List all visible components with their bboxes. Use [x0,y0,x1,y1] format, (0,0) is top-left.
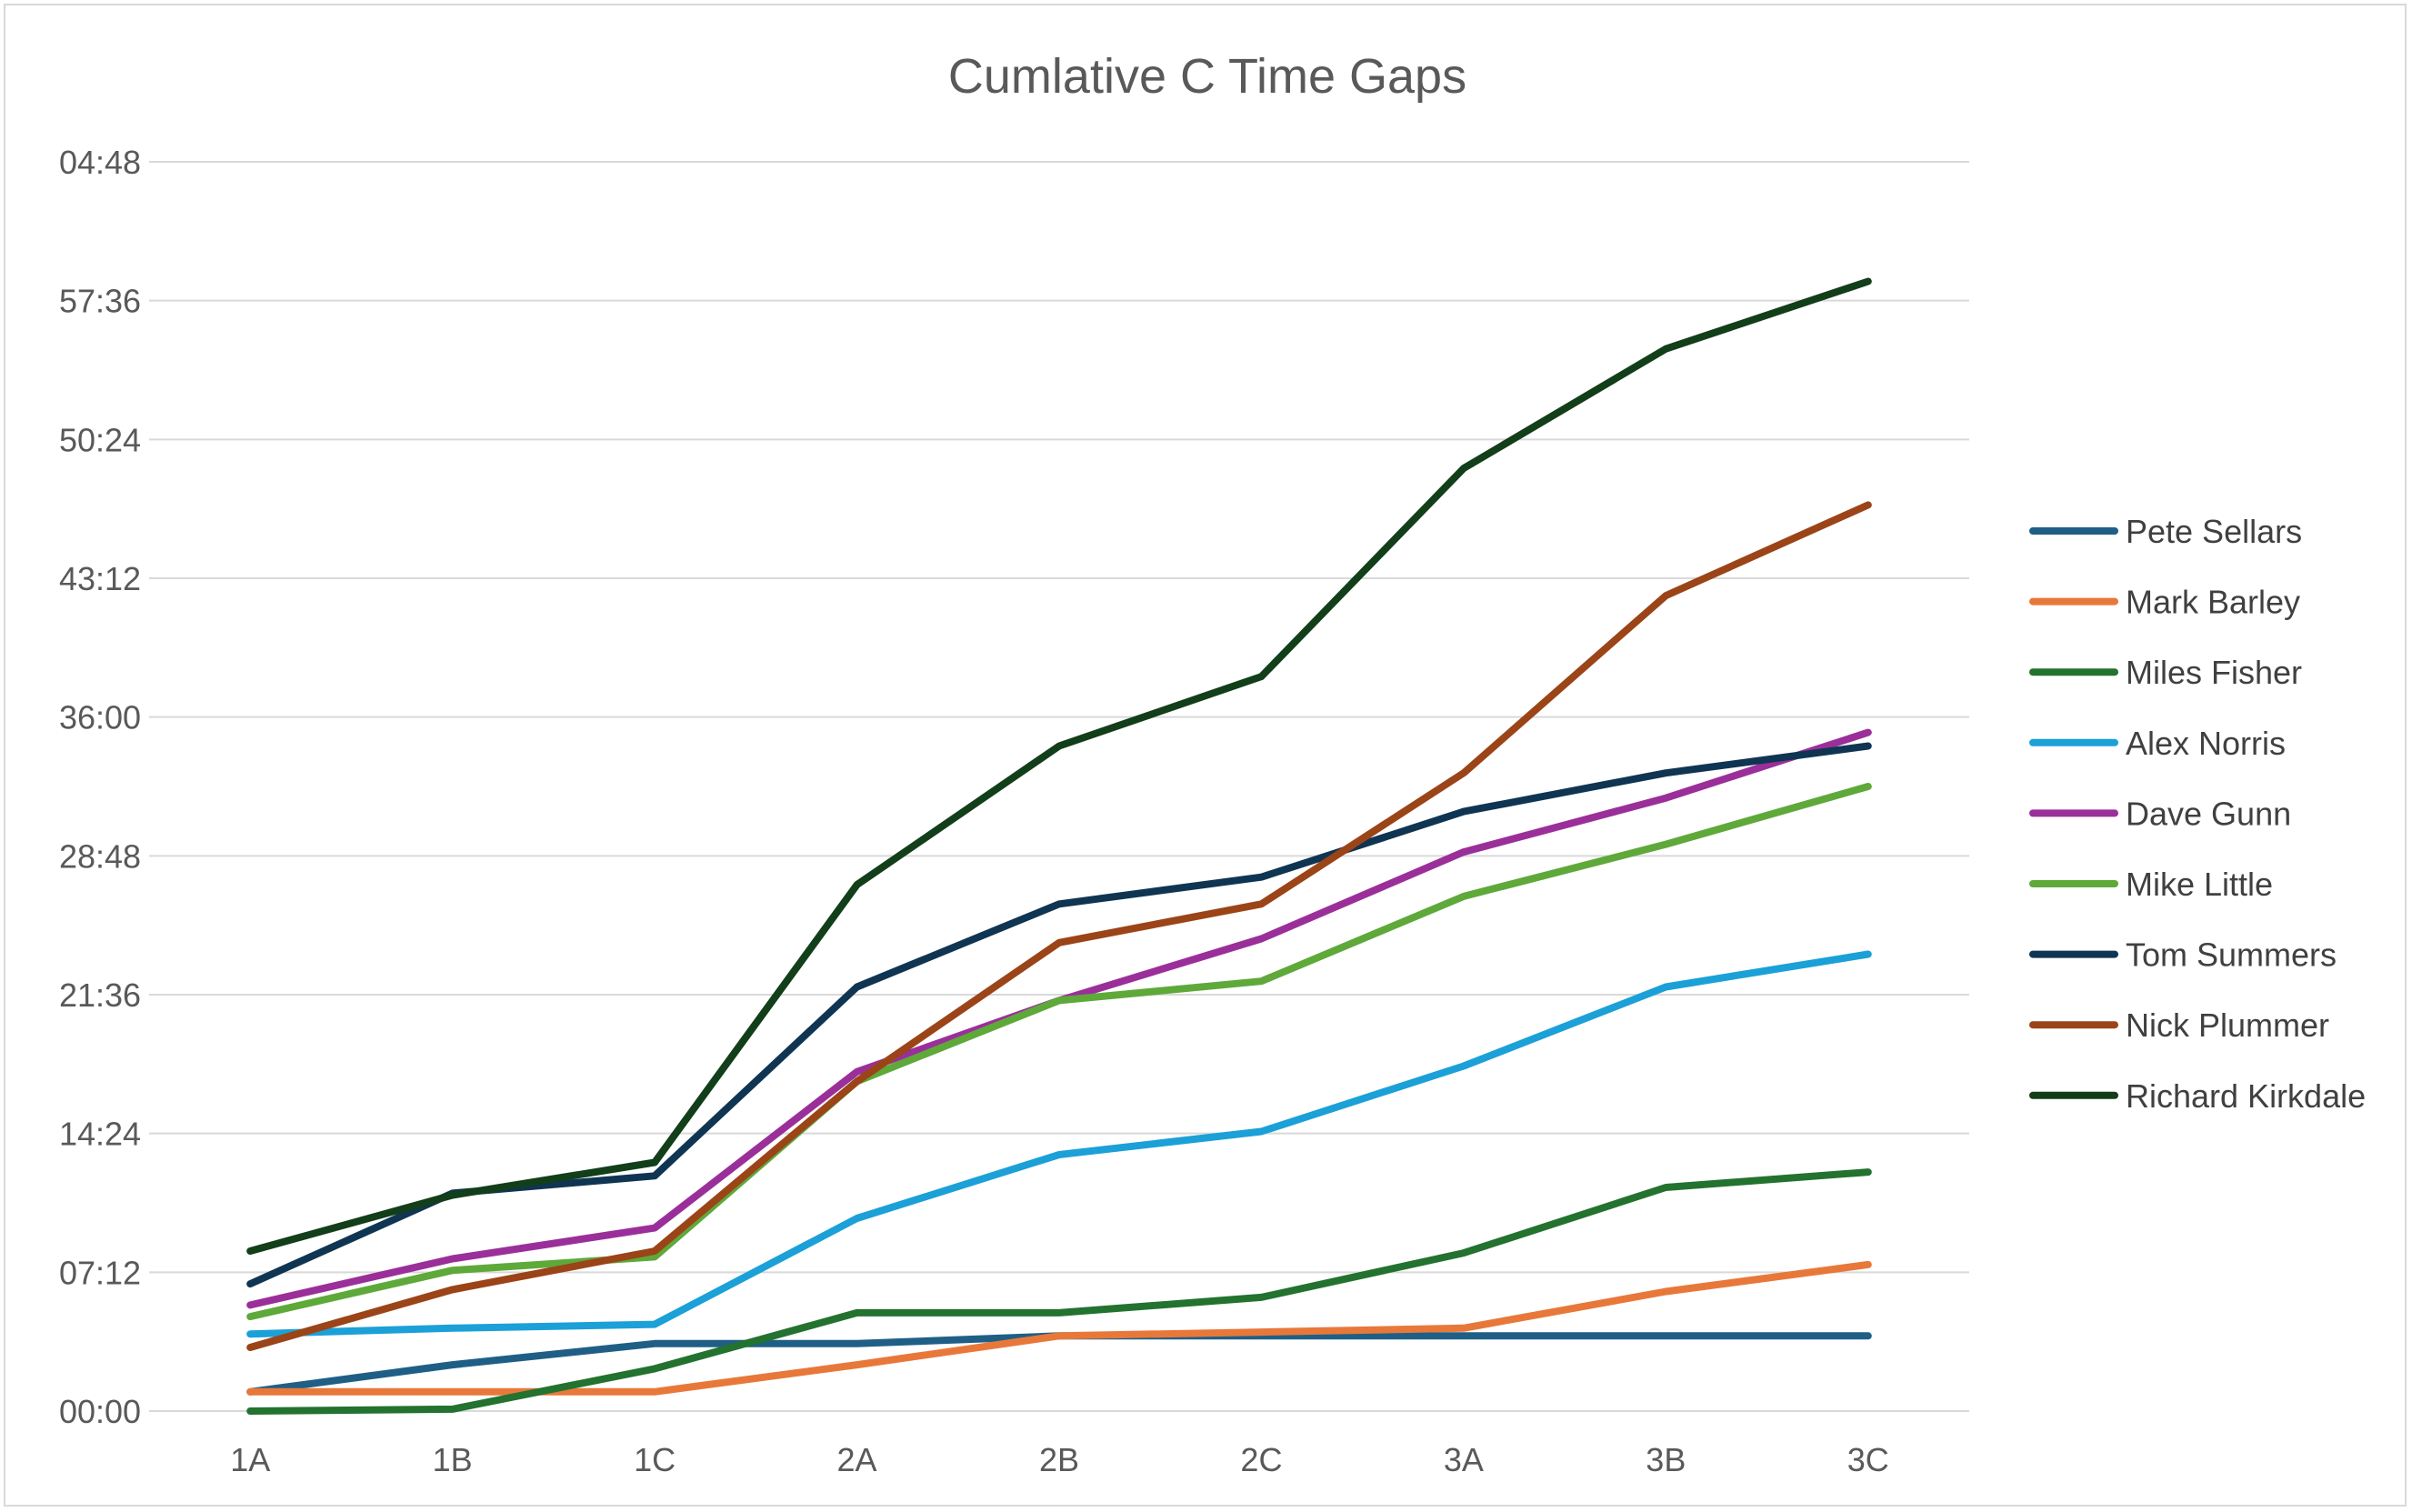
line-chart: Cumlative C Time Gaps 00:00 07:12 14:24 21:… [59,49,2366,1478]
y-tick-label: 04:48 [59,144,141,181]
series-line [246,1332,1872,1396]
legend-label: Richard Kirkdale [2126,1077,2366,1115]
legend-label: Tom Summers [2126,936,2337,974]
chart-title: Cumlative C Time Gaps [948,49,1466,104]
series-lines [246,277,1872,1415]
series-line [246,783,1872,1321]
x-tick-label: 1B [433,1441,473,1478]
series-line [246,950,1872,1338]
series-line [246,728,1872,1309]
x-tick-label: 2A [837,1441,877,1478]
y-tick-label: 28:48 [59,837,141,875]
y-tick-label: 36:00 [59,699,141,736]
y-tick-label: 14:24 [59,1116,141,1153]
x-tick-label: 3B [1646,1441,1686,1478]
legend: Pete Sellars Mark Barley Miles Fisher Alex … [2029,513,2366,1115]
chart-area: Cumlative C Time Gaps 00:00 07:12 14:24 21:… [4,4,2407,1507]
x-tick-label: 2C [1240,1441,1282,1478]
y-tick-label: 07:12 [59,1254,141,1291]
legend-label: Alex Norris [2126,725,2286,762]
y-axis-ticks: 00:00 07:12 14:24 21:36 28:48 36:00 43:12 50:24… [59,144,141,1430]
series-line [246,1168,1872,1415]
series-line [246,501,1872,1351]
y-tick-label: 21:36 [59,976,141,1014]
x-tick-label: 3A [1444,1441,1484,1478]
legend-label: Dave Gunn [2126,795,2291,832]
legend-label: Mike Little [2126,866,2273,903]
y-tick-label: 50:24 [59,421,141,458]
x-tick-label: 1A [230,1441,270,1478]
x-axis-ticks: 1A 1B 1C 2A 2B 2C 3A 3B 3C [230,1441,1889,1478]
y-tick-label: 57:36 [59,283,141,320]
x-tick-label: 1C [634,1441,676,1478]
x-tick-label: 2B [1039,1441,1079,1478]
legend-label: Miles Fisher [2126,654,2302,691]
legend-label: Pete Sellars [2126,513,2302,550]
series-line [246,1260,1872,1396]
series-line [246,277,1872,1255]
y-tick-label: 00:00 [59,1393,141,1430]
x-tick-label: 3C [1847,1441,1889,1478]
legend-label: Mark Barley [2126,584,2300,621]
y-tick-label: 43:12 [59,560,141,597]
legend-label: Nick Plummer [2126,1006,2329,1044]
